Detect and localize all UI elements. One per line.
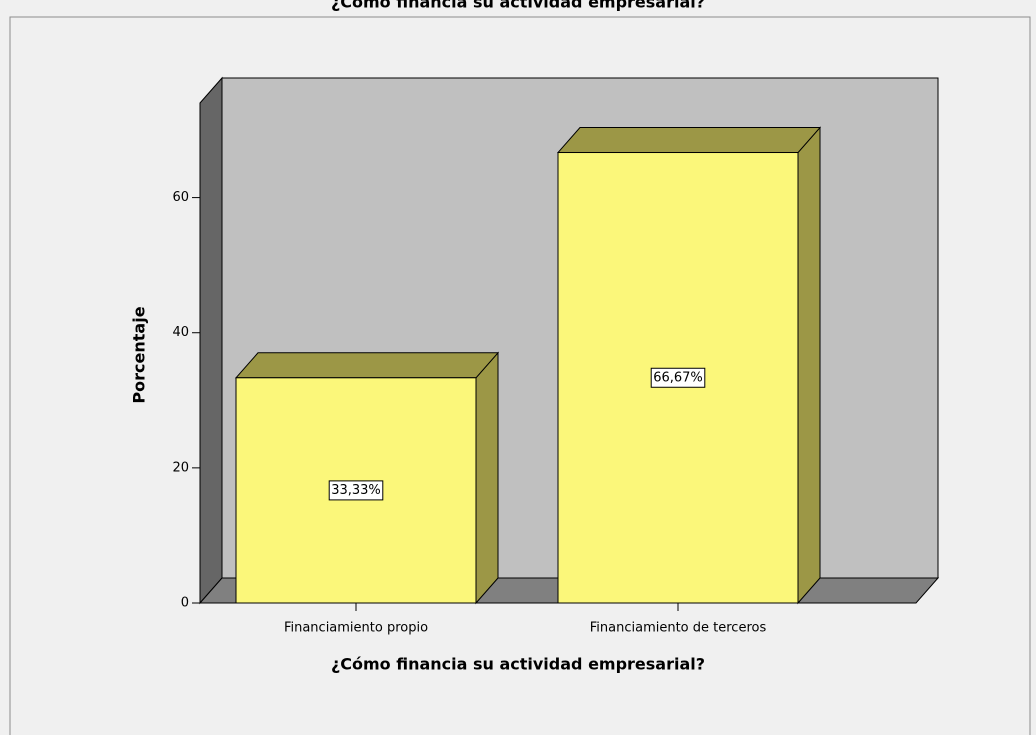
x-tick-label: Financiamiento propio — [284, 621, 428, 636]
bar-side — [797, 126, 821, 605]
chart-title: ¿Cómo financia su actividad empresarial? — [331, 0, 705, 12]
y-tick-label: 40 — [172, 325, 189, 340]
y-tick-label: 20 — [172, 460, 189, 475]
data-label-box — [328, 480, 384, 501]
y-axis-title: Porcentaje — [130, 306, 149, 403]
y-tick-label: 60 — [172, 190, 189, 205]
data-label: 33,33% — [331, 483, 381, 498]
left-wall — [199, 76, 223, 605]
y-tick-label: 0 — [181, 596, 189, 611]
data-label: 66,67% — [653, 370, 703, 385]
bar-top — [234, 352, 500, 379]
bar-top — [556, 127, 822, 154]
bar-side — [475, 351, 499, 605]
x-tick-label: Financiamiento de terceros — [590, 621, 767, 636]
data-label-box — [650, 367, 706, 388]
x-axis-title: ¿Cómo financia su actividad empresarial? — [331, 655, 705, 674]
